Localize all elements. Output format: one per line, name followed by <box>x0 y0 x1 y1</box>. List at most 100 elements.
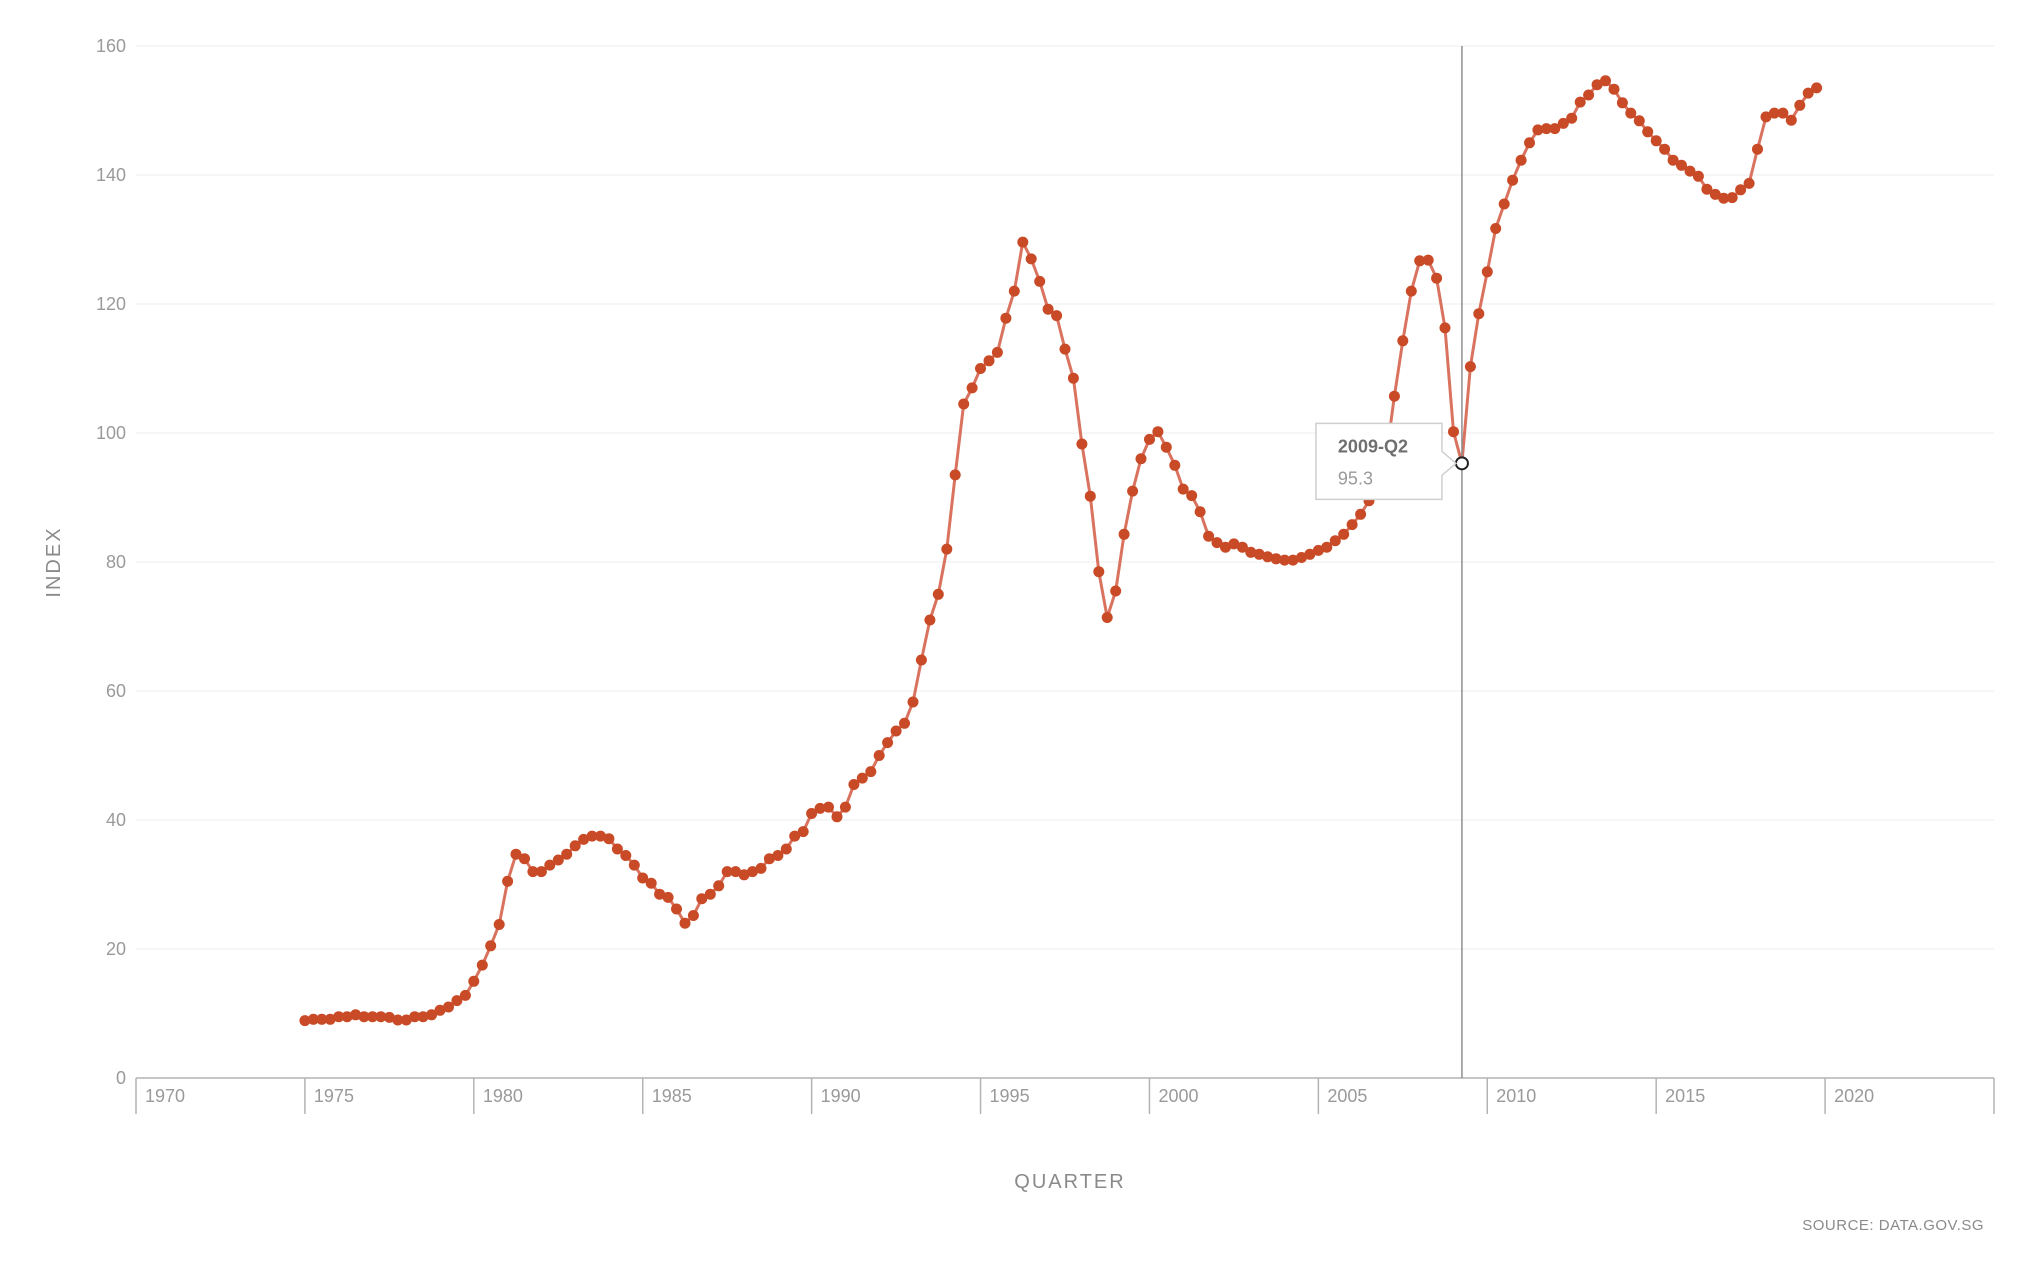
y-axis-ticks: 0 20 40 60 80 100 120 140 160 <box>96 36 126 1088</box>
data-point <box>316 1013 328 1025</box>
data-point <box>983 355 995 367</box>
data-point <box>1760 111 1772 123</box>
data-point <box>738 869 750 881</box>
data-point <box>1144 433 1155 445</box>
data-point <box>1684 165 1696 177</box>
data-point <box>578 833 590 845</box>
y-tick-label: 60 <box>106 681 126 701</box>
data-point <box>1194 506 1206 518</box>
data-point <box>941 543 953 555</box>
data-point <box>1245 546 1257 558</box>
data-point <box>307 1013 319 1025</box>
data-point <box>899 717 910 729</box>
data-point <box>1650 135 1662 147</box>
x-tick-label: 2015 <box>1665 1086 1705 1106</box>
data-point <box>1152 426 1164 438</box>
y-tick-label: 20 <box>106 939 126 959</box>
x-tick-label: 1990 <box>821 1086 861 1106</box>
data-point <box>1473 308 1485 320</box>
data-point <box>1338 528 1350 540</box>
data-point <box>848 779 860 790</box>
data-point <box>1557 117 1569 129</box>
data-point <box>1566 112 1578 124</box>
data-point <box>527 866 539 878</box>
data-point <box>747 866 758 878</box>
hover-point <box>1454 456 1469 471</box>
y-tick-label: 140 <box>96 165 126 185</box>
data-point <box>426 1009 438 1021</box>
series-index <box>299 75 1823 1027</box>
data-point <box>1329 535 1341 547</box>
y-tick-label: 40 <box>106 810 126 830</box>
data-point <box>1532 124 1544 136</box>
data-point <box>1135 453 1147 465</box>
data-point <box>299 1015 311 1027</box>
data-point <box>772 850 784 861</box>
data-point <box>780 843 792 855</box>
data-point <box>1659 143 1671 155</box>
data-point <box>1794 99 1806 111</box>
data-point <box>721 866 733 878</box>
data-point <box>991 346 1003 358</box>
data-point <box>1591 79 1603 91</box>
data-point <box>502 875 514 887</box>
data-point <box>443 1001 454 1013</box>
data-point <box>476 959 488 971</box>
data-point <box>333 1011 345 1023</box>
y-tick-label: 100 <box>96 423 126 443</box>
data-point <box>1008 285 1020 297</box>
data-point <box>1692 170 1704 182</box>
x-tick-label: 2010 <box>1496 1086 1536 1106</box>
data-point <box>1118 528 1130 540</box>
data-point <box>679 917 691 929</box>
data-point <box>1464 361 1476 373</box>
data-point <box>907 696 919 708</box>
data-point <box>1642 126 1654 138</box>
data-point <box>485 940 497 952</box>
data-point <box>823 801 834 813</box>
data-point <box>1296 552 1307 563</box>
data-point <box>975 363 986 374</box>
data-point <box>611 843 623 855</box>
x-tick-label: 2005 <box>1327 1086 1367 1106</box>
data-point <box>1076 438 1088 450</box>
data-point <box>383 1011 395 1023</box>
tooltip-title: 2009-Q2 <box>1338 436 1408 456</box>
data-point <box>1101 612 1113 623</box>
x-tick-label: 2000 <box>1158 1086 1198 1106</box>
data-point <box>1000 312 1012 324</box>
data-point <box>1067 372 1079 384</box>
x-tick-label: 1980 <box>483 1086 523 1106</box>
data-point <box>1211 537 1223 549</box>
data-point <box>687 910 699 921</box>
data-point <box>459 989 471 1001</box>
data-point <box>806 808 818 819</box>
data-point <box>1127 485 1139 497</box>
data-point <box>1676 159 1687 171</box>
data-point <box>367 1011 378 1023</box>
data-point <box>1802 87 1814 99</box>
source-note: SOURCE: DATA.GOV.SG <box>1802 1217 1984 1234</box>
data-point <box>1439 322 1451 334</box>
data-point <box>1321 541 1333 553</box>
hover-layer: 2009-Q2 95.3 <box>1315 46 1469 1078</box>
y-axis-title: INDEX <box>43 526 65 597</box>
data-point <box>831 811 843 823</box>
data-point <box>1228 538 1240 550</box>
data-point <box>1414 255 1426 267</box>
data-point <box>662 891 674 903</box>
data-point <box>1600 75 1611 87</box>
data-point <box>1574 96 1586 108</box>
data-point <box>1718 192 1730 204</box>
data-point <box>586 830 598 842</box>
data-point <box>958 398 970 410</box>
data-point <box>434 1004 446 1016</box>
data-point <box>1186 490 1198 502</box>
data-point <box>1448 426 1459 438</box>
data-point <box>569 840 581 852</box>
data-point <box>873 750 885 761</box>
data-point <box>789 830 801 842</box>
data-point <box>552 854 564 866</box>
data-point <box>1203 530 1215 542</box>
data-point <box>1312 544 1324 556</box>
